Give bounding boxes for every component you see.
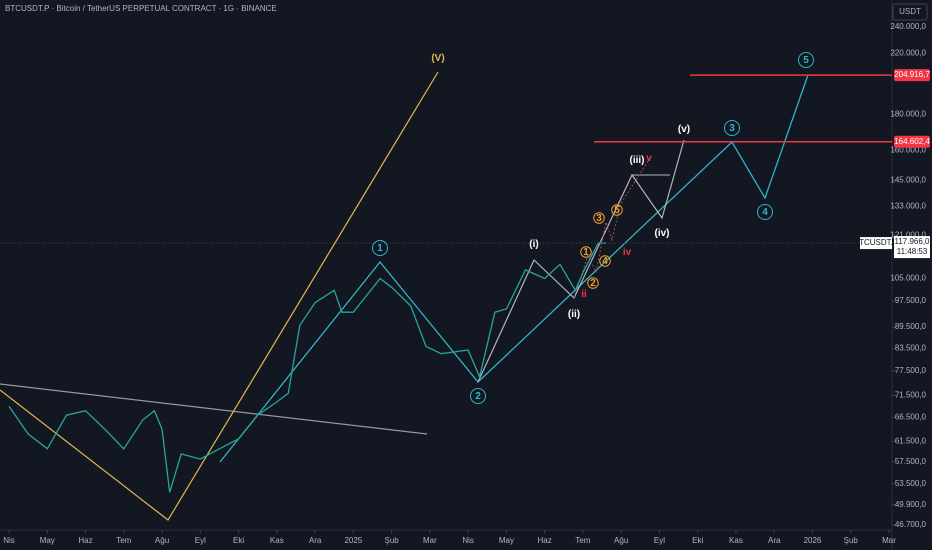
last-price-tag: [894, 236, 930, 259]
y-tick-label: 49.900,0: [895, 500, 927, 509]
x-tick-label: Haz: [78, 536, 92, 545]
y-tick-label: 97.500,0: [895, 296, 927, 305]
wave-label: (iv): [655, 228, 670, 239]
x-tick-label: Tem: [116, 536, 131, 545]
y-tick-label: 61.500,0: [895, 436, 927, 445]
wave-label: 2: [590, 278, 596, 289]
price-level-tag: [894, 135, 930, 148]
y-tick-label: 83.500,0: [895, 343, 927, 352]
x-tick-label: Mar: [882, 536, 896, 545]
wave-circle: [593, 212, 605, 224]
y-tick-label: 77.500,0: [895, 366, 927, 375]
x-tick-label: Ara: [768, 536, 781, 545]
wave-label: (ii): [568, 309, 580, 320]
y-tick-label: 46.700,0: [895, 520, 927, 529]
wave-circle: [724, 120, 740, 136]
wave-circle: [372, 240, 388, 256]
x-tick-label: Ağu: [614, 536, 628, 545]
y-tick-label: 180.000,0: [890, 110, 926, 119]
wave-circle: [611, 204, 623, 216]
x-tick-label: Eki: [692, 536, 703, 545]
x-tick-label: Ara: [309, 536, 322, 545]
y-tick-label: 240.000,0: [890, 22, 926, 31]
symbol-tag: [860, 237, 892, 250]
wave-label: 2: [475, 391, 481, 402]
x-tick-label: Nis: [3, 536, 15, 545]
x-tick-label: May: [499, 536, 514, 545]
y-tick-label: 53.500,0: [895, 479, 927, 488]
wave-label: v: [646, 153, 652, 164]
wave-label: 5: [614, 205, 620, 216]
price-level-tag: [894, 69, 930, 82]
y-tick-label: 57.500,0: [895, 457, 927, 466]
wave-circle: [757, 204, 773, 220]
x-tick-label: 2026: [804, 536, 822, 545]
wave-label: (i): [529, 239, 538, 250]
wave-label: iv: [623, 247, 632, 258]
x-tick-label: Eyl: [195, 536, 206, 545]
y-tick-label: 121.000,0: [890, 230, 926, 239]
y-tick-label: 89.500,0: [895, 322, 927, 331]
wave-label: 4: [602, 256, 608, 267]
wave-line: [573, 157, 651, 299]
y-tick-label: 71.500,0: [895, 391, 927, 400]
x-tick-label: Mar: [423, 536, 437, 545]
y-tick-label: 66.500,0: [895, 413, 927, 422]
wave-label: 1: [377, 243, 383, 254]
countdown: 11:48:53: [897, 247, 928, 256]
x-tick-label: Nis: [462, 536, 474, 545]
wave-label: (V): [431, 53, 444, 64]
y-tick-label: 133.000,0: [890, 202, 926, 211]
wave-line: [219, 74, 809, 463]
wave-label: (v): [678, 124, 690, 135]
wave-label: 5: [803, 55, 809, 66]
currency-box[interactable]: [892, 3, 928, 21]
x-tick-label: Şub: [844, 536, 859, 545]
x-tick-label: Tem: [575, 536, 590, 545]
chart-title: BTCUSDT.P · Bitcoin / TetherUS PERPETUAL…: [5, 4, 277, 13]
wave-label: 4: [762, 207, 768, 218]
x-tick-label: Kas: [729, 536, 743, 545]
wave-label: 3: [729, 123, 735, 134]
y-tick-label: 160.000,0: [890, 145, 926, 154]
x-tick-label: May: [40, 536, 55, 545]
trend-line: [0, 383, 428, 435]
currency: USDT: [899, 7, 921, 16]
price-level-label: 204.916,7: [894, 70, 930, 79]
x-tick-label: Ağu: [155, 536, 169, 545]
symbol-label: BTCUSDT.P: [854, 238, 898, 247]
price-level-label: 164.602,4: [894, 137, 930, 146]
x-tick-label: Eyl: [654, 536, 665, 545]
wave-circle: [587, 277, 599, 289]
y-tick-label: 220.000,0: [890, 49, 926, 58]
wave-circle: [798, 52, 814, 68]
x-tick-label: Haz: [538, 536, 552, 545]
wave-circle: [599, 255, 611, 267]
x-tick-label: Şub: [384, 536, 399, 545]
wave-label: 1: [583, 247, 589, 258]
x-tick-label: Kas: [270, 536, 284, 545]
last-price-label: 117.966,0: [895, 237, 931, 246]
wave-circle: [580, 246, 592, 258]
wave-label: (iii): [630, 155, 645, 166]
x-tick-label: Eki: [233, 536, 244, 545]
wave-circle: [470, 388, 486, 404]
wave-label: 3: [596, 213, 602, 224]
y-tick-label: 105.000,0: [890, 274, 926, 283]
price-line: [8, 242, 606, 493]
y-tick-label: 145.000,0: [890, 175, 926, 184]
wave-label: ii: [581, 289, 587, 300]
x-tick-label: 2025: [344, 536, 362, 545]
